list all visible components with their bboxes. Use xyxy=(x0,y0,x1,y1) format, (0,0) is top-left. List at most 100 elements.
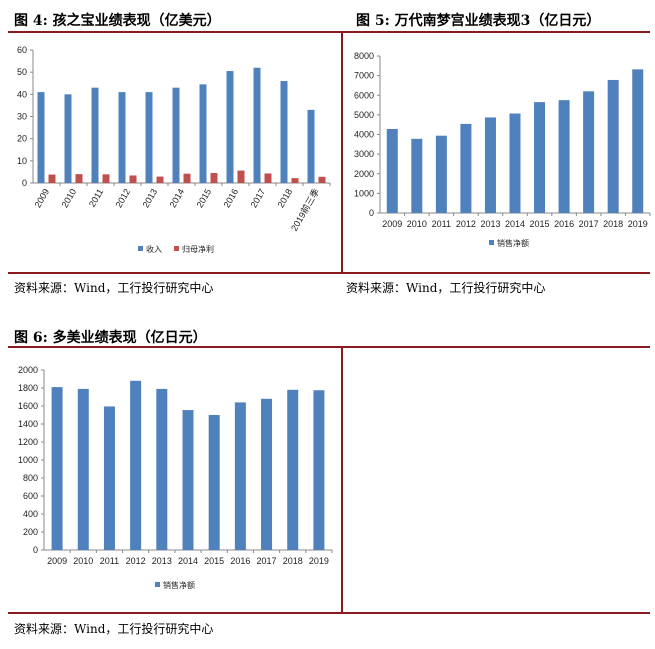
figure-6-source: 资料来源：Wind，工行投行研究中心 xyxy=(14,622,214,636)
legend-label: 销售净额 xyxy=(497,238,529,248)
y-tick-label: 1000 xyxy=(18,455,38,465)
y-tick-label: 1400 xyxy=(18,419,38,429)
y-tick-label: 2000 xyxy=(18,365,38,375)
bar-销售净额 xyxy=(313,390,325,550)
legend-swatch xyxy=(138,246,143,251)
x-tick-label: 2018 xyxy=(603,219,623,229)
y-tick-label: 2000 xyxy=(354,169,374,179)
x-tick-label: 2017 xyxy=(579,219,599,229)
x-tick-label: 2016 xyxy=(554,219,574,229)
bar-归母净利 xyxy=(48,174,56,183)
y-tick-label: 60 xyxy=(17,45,27,55)
bar-销售净额 xyxy=(435,135,447,213)
bar-收入 xyxy=(280,81,288,183)
bar-归母净利 xyxy=(237,170,245,183)
x-tick-label: 2018 xyxy=(283,556,303,566)
bottom-rule xyxy=(8,612,650,614)
x-tick-label: 2010 xyxy=(407,219,427,229)
top-column-divider xyxy=(341,31,343,274)
x-tick-label: 2010 xyxy=(73,556,93,566)
bar-销售净额 xyxy=(156,388,168,550)
x-tick-label: 2011 xyxy=(100,556,119,566)
y-tick-label: 0 xyxy=(33,545,38,555)
x-tick-label: 2015 xyxy=(530,219,550,229)
y-tick-label: 5000 xyxy=(354,110,374,120)
figure-4-title: 图 4: 孩之宝业绩表现（亿美元） xyxy=(14,13,221,29)
top-rule xyxy=(8,31,650,33)
legend-swatch xyxy=(155,582,160,587)
legend-swatch xyxy=(174,246,179,251)
y-tick-label: 4000 xyxy=(354,130,374,140)
figure-5-title: 图 5: 万代南梦宫业绩表现3（亿日元） xyxy=(356,13,601,29)
y-tick-label: 8000 xyxy=(354,51,374,61)
y-tick-label: 6000 xyxy=(354,90,374,100)
y-tick-label: 1200 xyxy=(18,437,38,447)
bar-收入 xyxy=(253,67,261,183)
bar-收入 xyxy=(118,92,126,183)
bar-销售净额 xyxy=(583,91,595,213)
bar-收入 xyxy=(64,94,72,183)
y-tick-label: 600 xyxy=(23,491,38,501)
x-tick-label: 2011 xyxy=(432,219,451,229)
bar-销售净额 xyxy=(182,410,194,550)
bar-销售净额 xyxy=(261,398,273,550)
bar-销售净额 xyxy=(607,79,619,213)
bar-销售净额 xyxy=(287,389,299,550)
x-tick-label: 2019 xyxy=(309,556,329,566)
y-tick-label: 0 xyxy=(369,208,374,218)
bar-归母净利 xyxy=(75,174,83,183)
y-tick-label: 50 xyxy=(17,67,27,77)
bar-销售净额 xyxy=(130,380,142,550)
legend-swatch xyxy=(489,240,494,245)
x-tick-label: 2014 xyxy=(178,556,198,566)
y-tick-label: 3000 xyxy=(354,149,374,159)
y-tick-label: 30 xyxy=(17,112,27,122)
y-tick-label: 800 xyxy=(23,473,38,483)
bar-销售净额 xyxy=(460,123,472,213)
y-tick-label: 400 xyxy=(23,509,38,519)
y-tick-label: 200 xyxy=(23,527,38,537)
bar-销售净额 xyxy=(103,406,115,550)
x-tick-label: 2013 xyxy=(480,219,500,229)
x-tick-label: 2012 xyxy=(126,556,146,566)
bar-归母净利 xyxy=(129,175,137,183)
figure-6-title: 图 6: 多美业绩表现（亿日元） xyxy=(14,330,207,346)
bar-销售净额 xyxy=(632,69,644,213)
y-tick-label: 1600 xyxy=(18,401,38,411)
bar-销售净额 xyxy=(51,387,63,550)
y-tick-label: 1800 xyxy=(18,383,38,393)
middle-top-rule xyxy=(8,346,650,348)
x-tick-label: 2009 xyxy=(47,556,67,566)
x-tick-label: 2019 xyxy=(628,219,648,229)
bar-销售净额 xyxy=(386,129,398,213)
y-tick-label: 20 xyxy=(17,134,27,144)
legend-label: 归母净利 xyxy=(182,244,214,254)
bar-销售净额 xyxy=(534,102,546,213)
figure-5-source: 资料来源：Wind，工行投行研究中心 xyxy=(346,281,546,295)
bar-收入 xyxy=(226,71,234,183)
bottom-column-divider xyxy=(341,346,343,614)
bar-销售净额 xyxy=(509,113,521,213)
bar-销售净额 xyxy=(208,415,220,550)
bar-收入 xyxy=(37,92,45,183)
legend-label: 收入 xyxy=(146,244,162,254)
legend-label: 销售净额 xyxy=(163,580,195,590)
y-tick-label: 7000 xyxy=(354,71,374,81)
bar-归母净利 xyxy=(156,176,164,183)
x-tick-label: 2012 xyxy=(456,219,476,229)
bar-归母净利 xyxy=(264,173,272,183)
bar-归母净利 xyxy=(291,178,299,183)
x-tick-label: 2014 xyxy=(505,219,525,229)
bar-收入 xyxy=(307,109,315,183)
x-tick-label: 2017 xyxy=(257,556,277,566)
bar-归母净利 xyxy=(102,174,110,183)
bar-归母净利 xyxy=(183,173,191,183)
x-tick-label: 2016 xyxy=(230,556,250,566)
y-tick-label: 10 xyxy=(17,156,27,166)
bar-归母净利 xyxy=(318,176,326,183)
y-tick-label: 0 xyxy=(22,178,27,188)
x-tick-label: 2013 xyxy=(152,556,172,566)
